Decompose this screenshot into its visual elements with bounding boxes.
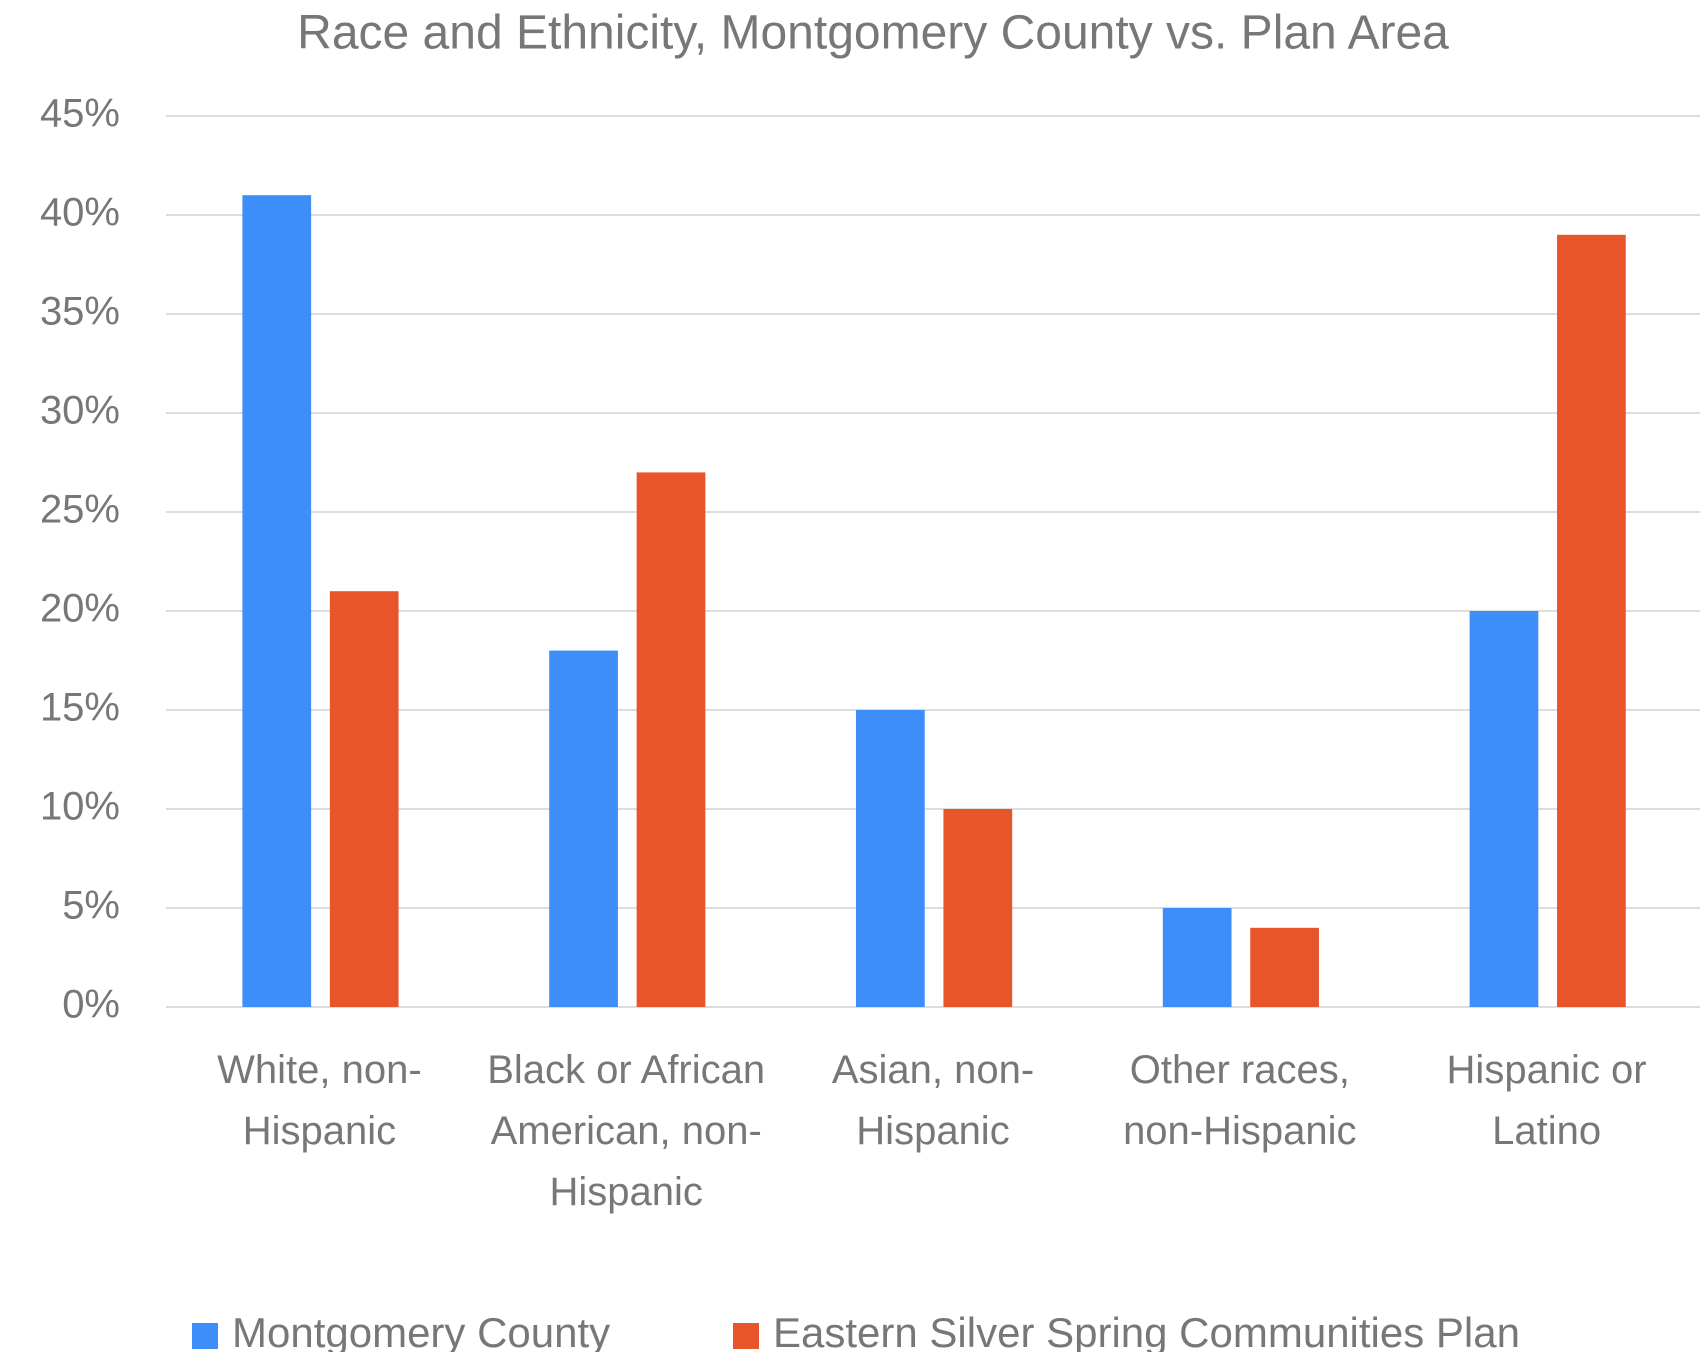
chart-title: Race and Ethnicity, Montgomery County vs… <box>297 7 1449 60</box>
y-tick-label: 30% <box>40 389 120 433</box>
x-tick-label: Other races, non-Hispanic <box>1123 1048 1357 1153</box>
bar <box>549 650 618 1007</box>
bar <box>943 809 1013 1007</box>
bar <box>242 195 312 1007</box>
bar <box>1250 927 1319 1007</box>
bar <box>1557 234 1626 1008</box>
y-tick-label: 0% <box>62 983 120 1027</box>
legend-swatch <box>733 1323 759 1349</box>
y-tick-label: 25% <box>40 488 120 532</box>
x-tick-label: Black or African American, non-Hispanic <box>487 1048 766 1214</box>
y-tick-label: 15% <box>40 686 120 730</box>
x-tick-label: Asian, non-Hispanic <box>831 1048 1035 1153</box>
bar <box>329 591 399 1007</box>
y-tick-label: 40% <box>40 191 120 235</box>
bar <box>855 710 925 1007</box>
y-tick-label: 35% <box>40 290 120 334</box>
legend-label: Montgomery County <box>232 1309 610 1352</box>
bar <box>636 472 706 1007</box>
x-tick-label: White, non-Hispanic <box>217 1048 422 1153</box>
x-tick-label: Hispanic or Latino <box>1446 1048 1647 1153</box>
y-tick-label: 20% <box>40 587 120 631</box>
bar <box>1162 908 1232 1007</box>
legend-label: Eastern Silver Spring Communities Plan <box>773 1309 1520 1352</box>
y-tick-label: 45% <box>40 92 120 136</box>
bar <box>1469 611 1539 1007</box>
y-tick-label: 5% <box>62 884 120 928</box>
legend-swatch <box>192 1323 218 1349</box>
y-tick-label: 10% <box>40 785 120 829</box>
